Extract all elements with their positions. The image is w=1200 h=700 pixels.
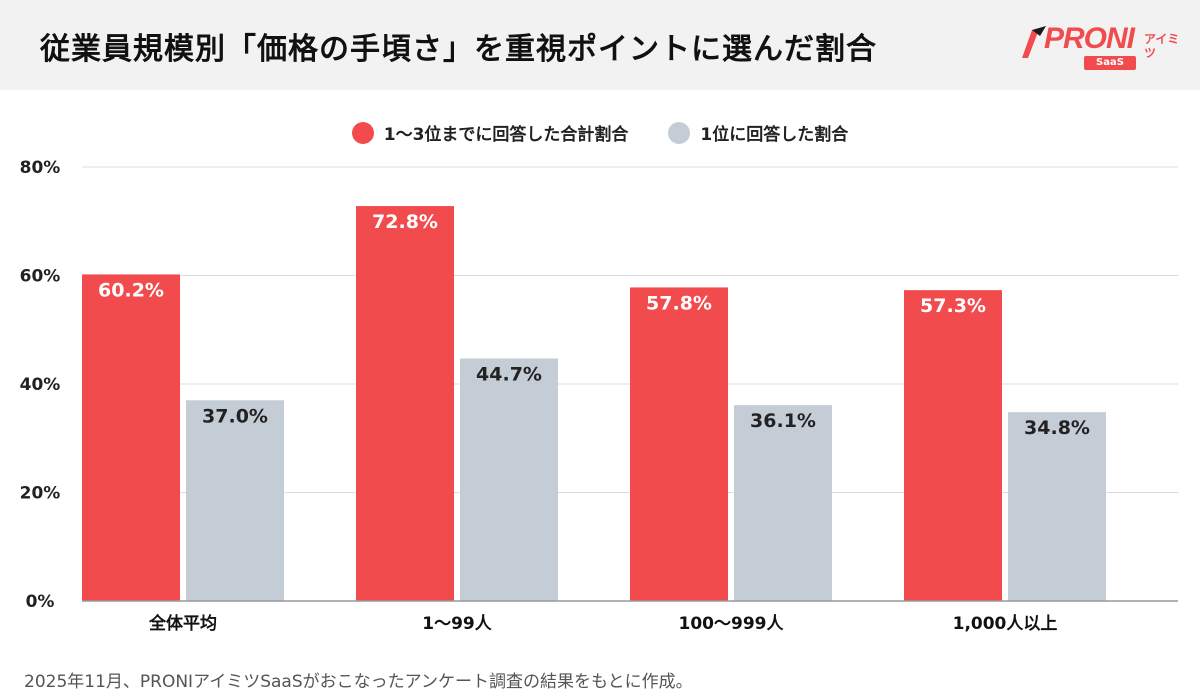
- legend-label-series-2: 1位に回答した割合: [700, 125, 849, 145]
- bar-value-label: 44.7%: [476, 364, 542, 386]
- bar-series-1: [904, 290, 1002, 601]
- header-bar: 従業員規模別「価格の手頃さ」を重視ポイントに選んだ割合 PRONI アイミツ S…: [0, 0, 1200, 90]
- footnote: 2025年11月、PRONIアイミツSaaSがおこなったアンケート調査の結果をも…: [24, 672, 693, 692]
- legend-label-series-1: 1〜3位までに回答した合計割合: [383, 125, 629, 145]
- y-tick-label: 80%: [20, 158, 61, 178]
- bar-value-label: 57.8%: [646, 292, 712, 314]
- y-tick-label: 40%: [20, 375, 61, 395]
- legend-item-series-2: 1位に回答した割合: [668, 120, 848, 145]
- x-category-label: 全体平均: [148, 613, 217, 634]
- legend-swatch-series-1: [351, 121, 374, 144]
- legend-swatch-series-2: [668, 121, 691, 144]
- bar-value-label: 36.1%: [750, 410, 816, 432]
- y-tick-label: 0%: [26, 592, 55, 612]
- y-tick-label: 60%: [20, 267, 61, 287]
- legend-item-series-1: 1〜3位までに回答した合計割合: [351, 120, 629, 145]
- bar-value-label: 34.8%: [1024, 417, 1090, 439]
- page-title: 従業員規模別「価格の手頃さ」を重視ポイントに選んだ割合: [40, 32, 877, 67]
- bar-value-label: 60.2%: [98, 279, 164, 301]
- chart-legend: 1〜3位までに回答した合計割合 1位に回答した割合: [0, 120, 1200, 145]
- bar-series-2: [734, 405, 832, 601]
- bar-value-label: 37.0%: [202, 405, 268, 427]
- x-category-label: 100〜999人: [679, 614, 785, 634]
- pen-flag-icon: [1022, 26, 1046, 58]
- bar-series-2: [1008, 412, 1106, 601]
- logo-text: PRONI: [1044, 22, 1135, 55]
- x-category-label: 1,000人以上: [953, 614, 1058, 634]
- logo-saas-badge: SaaS: [1084, 56, 1136, 70]
- x-category-label: 1〜99人: [422, 614, 492, 634]
- bar-series-1: [356, 206, 454, 601]
- brand-logo: PRONI アイミツ SaaS: [1018, 18, 1180, 74]
- bar-series-2: [460, 358, 558, 601]
- bar-series-2: [186, 400, 284, 601]
- bar-value-label: 72.8%: [372, 211, 438, 233]
- logo-subtext: アイミツ: [1144, 32, 1180, 60]
- bar-series-1: [630, 287, 728, 601]
- bar-value-label: 57.3%: [920, 295, 986, 317]
- bar-series-1: [82, 274, 180, 601]
- y-tick-label: 20%: [20, 484, 61, 504]
